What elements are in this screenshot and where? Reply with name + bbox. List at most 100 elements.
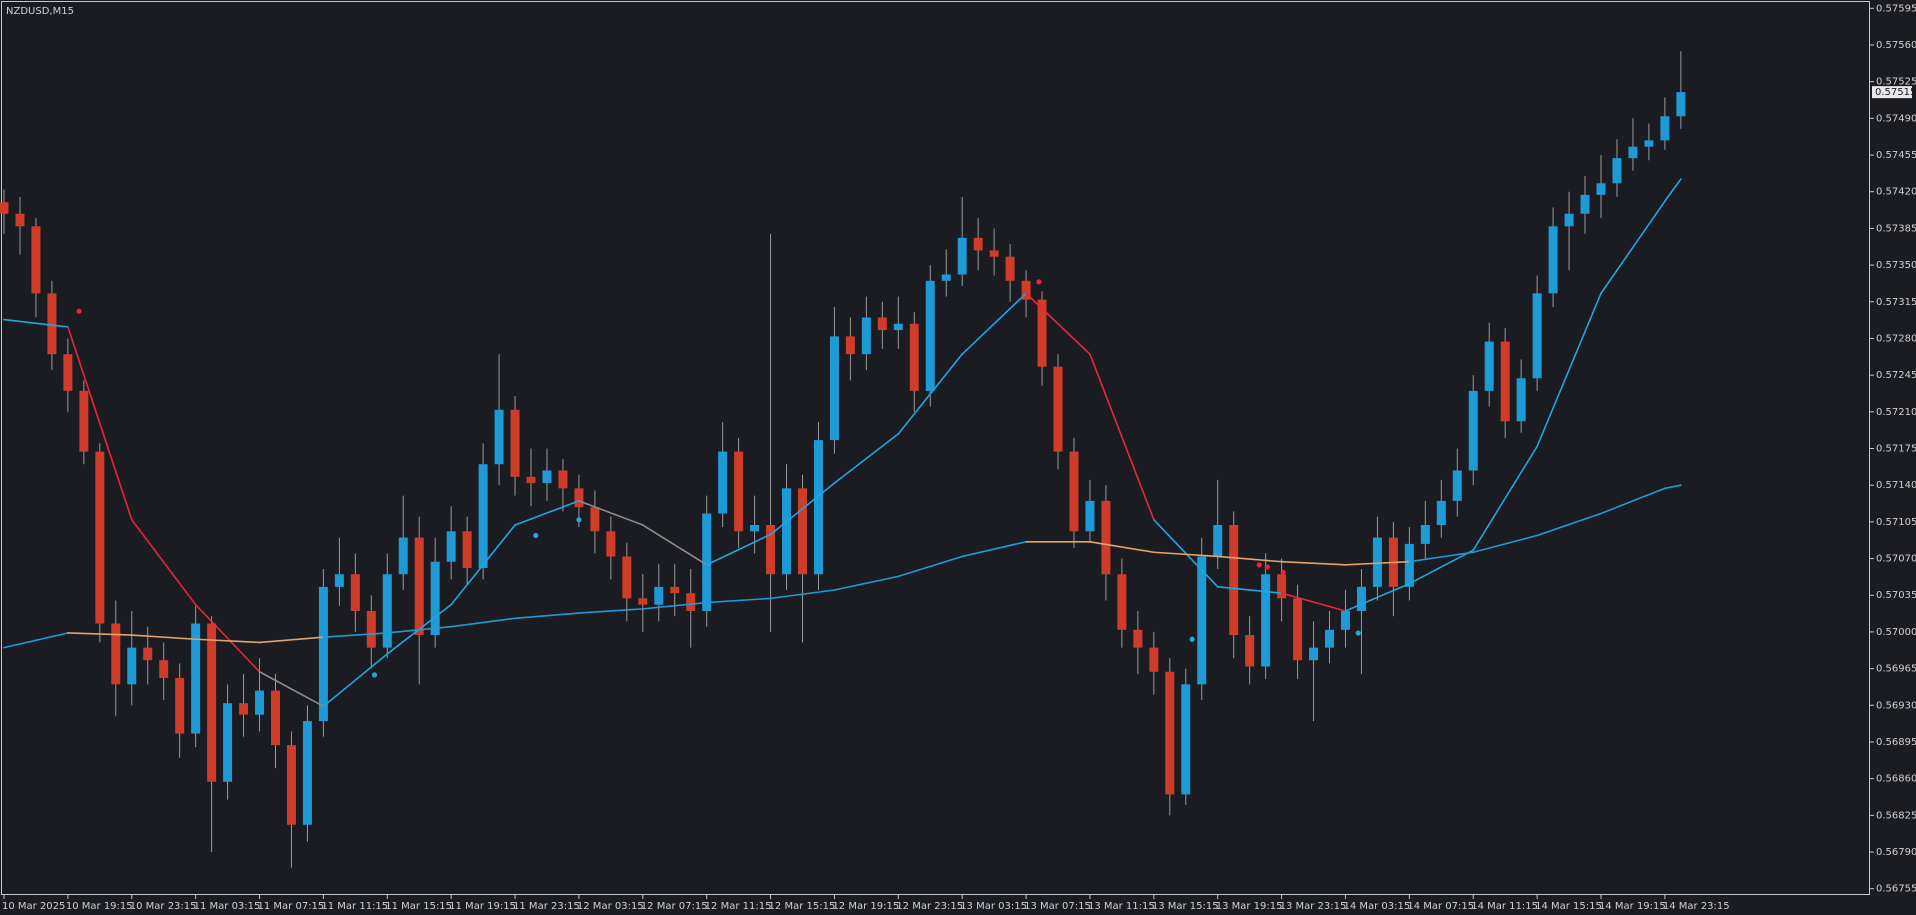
candle-body <box>1245 635 1255 667</box>
candle-body <box>47 293 57 355</box>
moving-average-segment <box>1536 292 1602 448</box>
candle-body <box>1149 647 1159 672</box>
candle-body <box>957 237 967 275</box>
candle-body <box>1005 256 1015 281</box>
candle-body <box>813 440 823 575</box>
y-tick-label: 0.57315 <box>1876 297 1916 308</box>
x-tick-label: 14 Mar 19:15 <box>1599 901 1666 912</box>
signal-dot <box>76 308 82 314</box>
candle-body <box>861 317 871 355</box>
moving-average-segment <box>897 353 964 435</box>
candle-body <box>398 537 408 575</box>
candle-body <box>1500 341 1510 422</box>
x-tick-label: 14 Mar 15:15 <box>1535 901 1602 912</box>
candle-body <box>1548 226 1558 294</box>
candle-body <box>638 598 648 605</box>
candle-body <box>893 323 903 331</box>
moving-average-segment <box>3 632 69 649</box>
candle-body <box>973 237 983 251</box>
x-tick-label: 13 Mar 07:15 <box>1024 901 1091 912</box>
candle-body <box>1309 647 1319 661</box>
candle-body <box>239 703 249 715</box>
candle-body <box>1229 525 1239 636</box>
moving-average-segment <box>641 601 708 610</box>
candle-body <box>526 476 536 484</box>
candle-body <box>1053 366 1063 452</box>
moving-average-segment <box>194 638 261 644</box>
candle-body <box>1069 451 1079 532</box>
moving-average-segment <box>1344 560 1411 566</box>
y-tick-label: 0.56895 <box>1876 737 1916 748</box>
candle-body <box>1197 556 1207 685</box>
candle-body <box>350 574 360 611</box>
candle-body <box>15 213 25 227</box>
candle-body <box>766 525 776 575</box>
candle-body <box>1085 500 1095 532</box>
x-tick-label: 13 Mar 15:15 <box>1152 901 1219 912</box>
candle-body <box>31 226 41 294</box>
candle-body <box>1484 341 1494 391</box>
candle-body <box>1468 390 1478 471</box>
y-tick-label: 0.56825 <box>1876 810 1916 821</box>
signal-dot <box>1036 279 1042 285</box>
x-tick-label: 14 Mar 23:15 <box>1663 901 1730 912</box>
candle-body <box>702 513 712 611</box>
y-tick-label: 0.57525 <box>1876 77 1916 88</box>
candle-body <box>462 531 472 568</box>
candle-body <box>510 409 520 477</box>
moving-average-segment <box>67 632 133 636</box>
x-tick-label: 12 Mar 11:15 <box>705 901 772 912</box>
moving-average-segment <box>1472 445 1538 551</box>
moving-average-segment <box>194 603 261 673</box>
signal-dot <box>1189 636 1195 642</box>
signal-dot <box>1264 564 1270 570</box>
moving-average-segment <box>258 636 325 644</box>
moving-average-segment <box>1280 592 1347 612</box>
candle-body <box>111 623 121 685</box>
candle-body <box>334 574 344 587</box>
moving-average-segment <box>450 524 516 606</box>
y-tick-label: 0.57210 <box>1876 407 1916 418</box>
moving-average-segment <box>1089 353 1155 521</box>
candle-body <box>95 451 105 624</box>
candle-body <box>1516 378 1526 422</box>
moving-average-segment <box>1664 178 1682 202</box>
moving-average-segment <box>769 482 836 536</box>
y-tick-label: 0.57105 <box>1876 517 1916 528</box>
y-tick-label: 0.57490 <box>1876 113 1916 124</box>
candle-body <box>558 470 568 489</box>
moving-average-segment <box>1025 292 1091 355</box>
candle-body <box>909 323 919 391</box>
candle-body <box>1580 194 1590 214</box>
candle-body <box>223 703 233 782</box>
moving-average-segment <box>3 318 69 328</box>
current-price-label: 0.57515 <box>1875 87 1916 98</box>
signal-dot <box>1280 569 1286 575</box>
moving-average-segment <box>386 625 452 634</box>
x-tick-label: 11 Mar 15:15 <box>385 901 452 912</box>
x-tick-label: 11 Mar 03:15 <box>194 901 261 912</box>
y-tick-label: 0.57560 <box>1876 40 1916 51</box>
candle-body <box>302 721 312 825</box>
candle-body <box>1676 92 1686 117</box>
candle-body <box>318 586 328 722</box>
x-tick-label: 13 Mar 03:15 <box>960 901 1027 912</box>
candle-body <box>989 250 999 257</box>
y-tick-label: 0.57070 <box>1876 554 1916 565</box>
candle-body <box>1596 183 1606 195</box>
moving-average-segment <box>322 653 389 708</box>
moving-average-segment <box>1600 200 1666 295</box>
signal-dot <box>576 517 582 523</box>
y-tick-label: 0.56930 <box>1876 700 1916 711</box>
candle-body <box>1037 299 1047 367</box>
candle-body <box>1356 586 1366 611</box>
candle-body <box>1420 525 1430 544</box>
moving-average-segment <box>1472 534 1538 554</box>
candle-body <box>1372 537 1382 587</box>
candle-body <box>829 336 839 441</box>
y-tick-label: 0.57385 <box>1876 223 1916 234</box>
candle-body <box>1101 500 1111 575</box>
moving-average-segment <box>67 326 133 521</box>
